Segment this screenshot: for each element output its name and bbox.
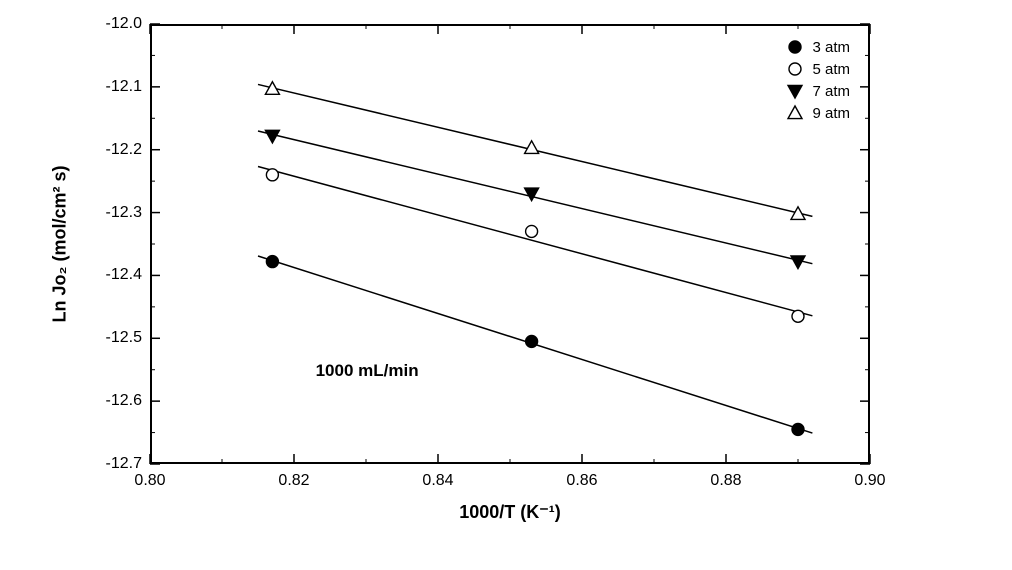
plot-area: [150, 24, 870, 464]
y-tick-label: -12.4: [94, 266, 142, 284]
x-tick-label: 0.88: [710, 472, 741, 490]
chart-container: 0.80 0.82 0.84 0.86 0.88 0.90 1000/T (K⁻¹) -12.…: [0, 0, 1012, 570]
legend-label: 9 atm: [812, 105, 850, 122]
y-tick-label: -12.2: [94, 141, 142, 159]
y-tick-label: -12.1: [94, 78, 142, 96]
legend-marker-icon: [786, 60, 804, 78]
legend-item: 9 atm: [786, 104, 850, 122]
legend-label: 7 atm: [812, 83, 850, 100]
x-axis-label: 1000/T (K⁻¹): [459, 502, 561, 523]
x-tick-label: 0.86: [566, 472, 597, 490]
y-axis-label: Ln Jo₂ (mol/cm² s): [50, 165, 71, 322]
x-tick-label: 0.82: [278, 472, 309, 490]
legend-item: 5 atm: [786, 60, 850, 78]
y-tick-label: -12.6: [94, 392, 142, 410]
legend-label: 5 atm: [812, 61, 850, 78]
y-tick-label: -12.7: [94, 455, 142, 473]
legend-marker-icon: [786, 38, 804, 56]
legend-marker-icon: [786, 82, 804, 100]
x-tick-label: 0.80: [134, 472, 165, 490]
y-tick-label: -12.5: [94, 329, 142, 347]
x-tick-label: 0.84: [422, 472, 453, 490]
legend-item: 3 atm: [786, 38, 850, 56]
annotation-text: 1000 mL/min: [316, 361, 419, 381]
legend-marker-icon: [786, 104, 804, 122]
x-tick-label: 0.90: [854, 472, 885, 490]
y-tick-label: -12.0: [94, 15, 142, 33]
legend-item: 7 atm: [786, 82, 850, 100]
y-tick-label: -12.3: [94, 204, 142, 222]
legend-label: 3 atm: [812, 39, 850, 56]
